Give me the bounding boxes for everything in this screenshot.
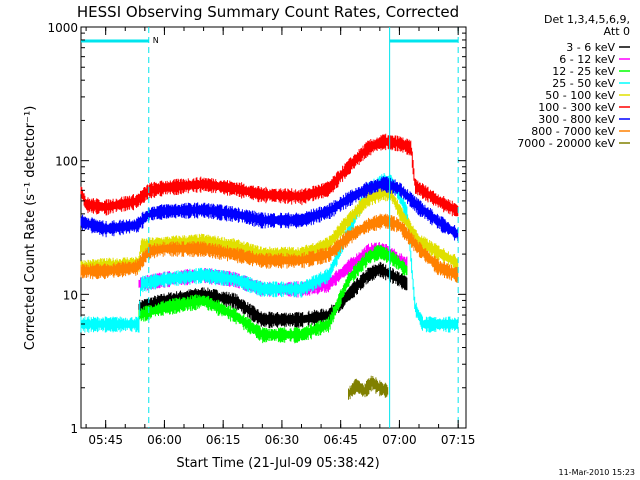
legend-label: 7000 - 20000 keV xyxy=(517,137,615,150)
plot-frame xyxy=(80,26,467,429)
series-7-line xyxy=(80,213,459,283)
x-tick-label: 06:00 xyxy=(147,433,182,447)
plot-area xyxy=(80,26,467,429)
legend-label: 3 - 6 keV xyxy=(566,41,615,54)
legend-label: 25 - 50 keV xyxy=(552,77,615,90)
series-0-line xyxy=(138,261,408,329)
x-axis-label: Start Time (21-Jul-09 05:38:42) xyxy=(176,456,379,471)
legend-label: 100 - 300 keV xyxy=(538,101,615,114)
legend-header-line-2: Att 0 xyxy=(604,25,630,38)
legend-label: 12 - 25 keV xyxy=(552,65,615,78)
series-group xyxy=(80,133,459,400)
x-tick-label: 06:30 xyxy=(265,433,300,447)
axes: 1 10 100 1000 05:45 06:00 06:15 06:30 06:45 07:00… xyxy=(47,21,475,447)
state-bar-label: N xyxy=(153,36,159,45)
legend-label: 50 - 100 keV xyxy=(545,89,615,102)
x-tick-label: 05:45 xyxy=(88,433,123,447)
legend-label: 800 - 7000 keV xyxy=(531,125,615,138)
timestamp: 11-Mar-2010 15:23 xyxy=(559,468,636,477)
y-tick-label: 1000 xyxy=(47,21,78,35)
series-2-line xyxy=(138,245,408,344)
x-tick-label: 07:00 xyxy=(382,433,417,447)
legend-label: 6 - 12 keV xyxy=(559,53,615,66)
legend-label: 300 - 800 keV xyxy=(538,113,615,126)
x-tick-label: 06:15 xyxy=(206,433,241,447)
y-tick-label: 10 xyxy=(63,288,78,302)
series-6-line xyxy=(80,176,459,241)
series-8-line xyxy=(348,375,389,400)
legend-header-line-1: Det 1,3,4,5,6,9, xyxy=(544,13,630,26)
y-tick-label: 100 xyxy=(55,155,78,169)
marker-group: N xyxy=(81,27,459,428)
x-tick-label: 07:15 xyxy=(441,433,476,447)
y-axis-label: Corrected Count Rate (s⁻¹ detector⁻¹) xyxy=(23,106,38,351)
x-tick-label: 06:45 xyxy=(323,433,358,447)
y-tick-label: 1 xyxy=(70,422,78,436)
chart-title: HESSI Observing Summary Count Rates, Cor… xyxy=(77,3,459,21)
